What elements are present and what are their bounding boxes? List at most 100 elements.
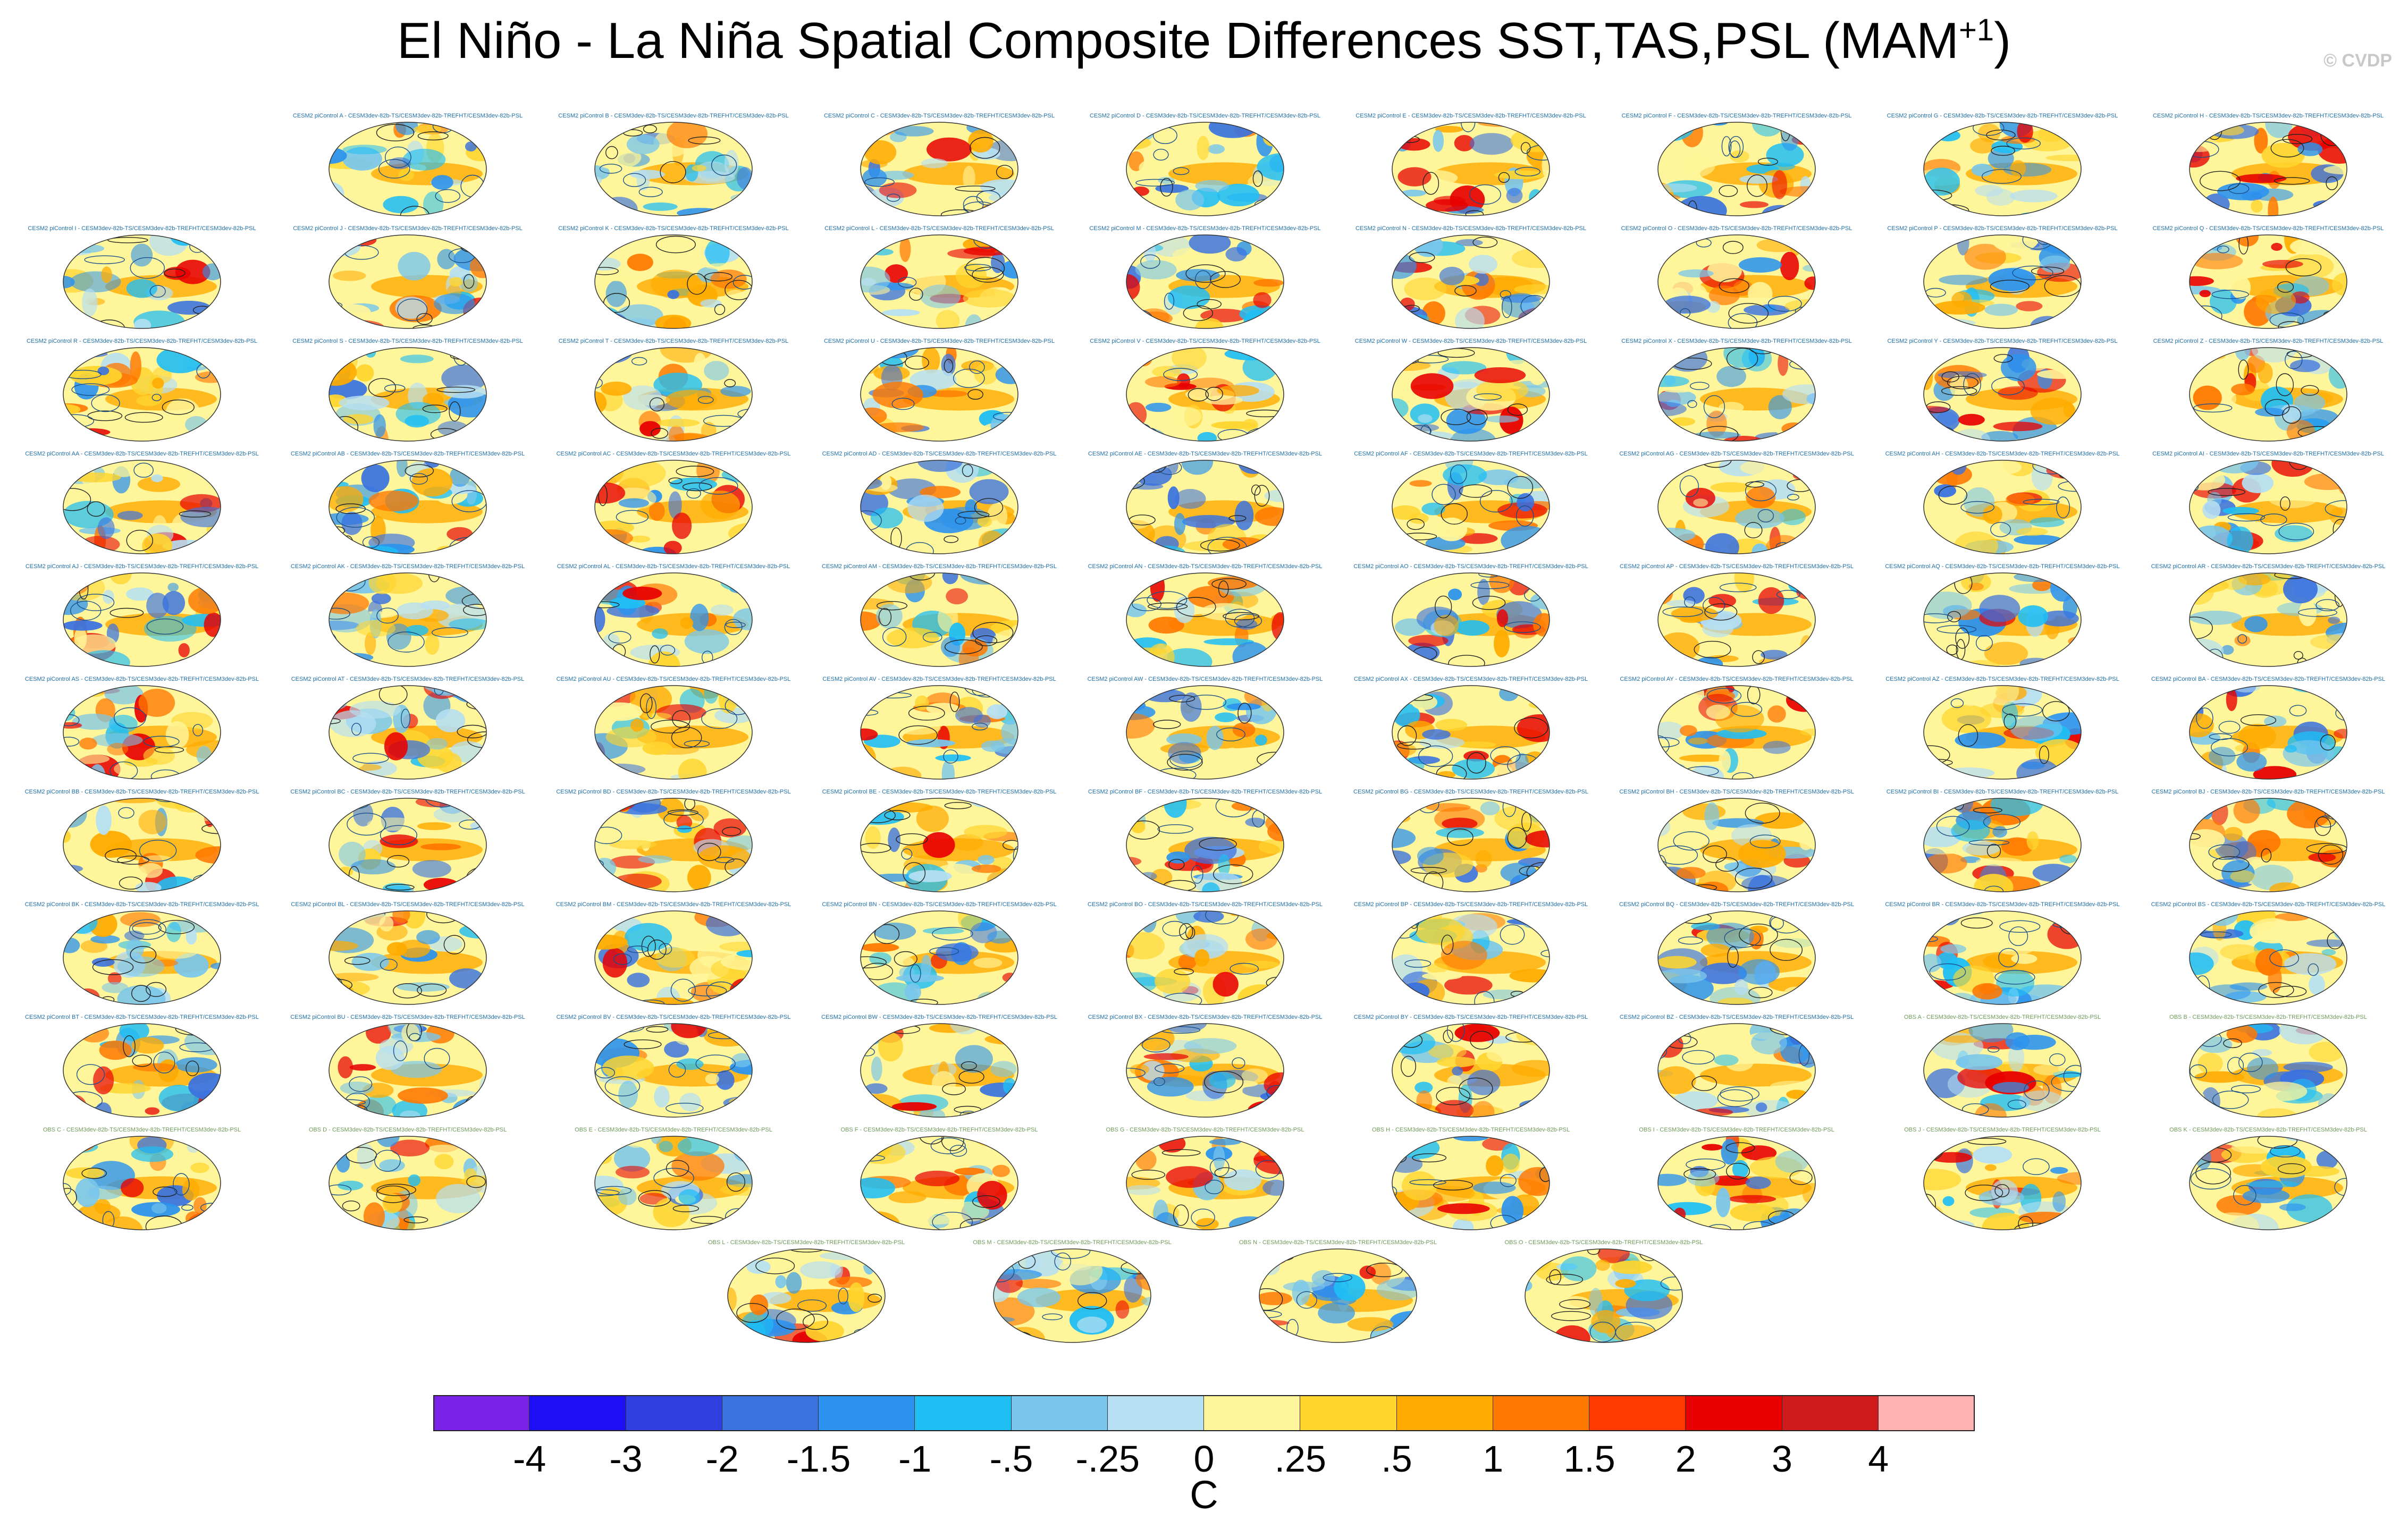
map-image bbox=[1126, 685, 1284, 780]
panel-label: CESM2 piControl U - CESM3dev-82b-TS/CESM… bbox=[823, 338, 1055, 344]
map-panel: CESM2 piControl C - CESM3dev-82b-TS/CESM… bbox=[806, 113, 1072, 224]
panel-label: OBS O - CESM3dev-82b-TS/CESM3dev-82b-TRE… bbox=[1504, 1239, 1703, 1246]
map-panel: CESM2 piControl Y - CESM3dev-82b-TS/CESM… bbox=[1870, 338, 2135, 450]
map-image bbox=[727, 1248, 886, 1343]
map-panel: CESM2 piControl AU - CESM3dev-82b-TS/CES… bbox=[541, 676, 806, 788]
colorbar-tick-label: -3 bbox=[609, 1438, 643, 1480]
panel-label: OBS K - CESM3dev-82b-TS/CESM3dev-82b-TRE… bbox=[2169, 1127, 2367, 1133]
map-panel: CESM2 piControl BH - CESM3dev-82b-TS/CES… bbox=[1604, 789, 1870, 900]
panel-label: CESM2 piControl BX - CESM3dev-82b-TS/CES… bbox=[1088, 1014, 1323, 1020]
panel-label: CESM2 piControl AX - CESM3dev-82b-TS/CES… bbox=[1353, 676, 1588, 682]
map-image bbox=[1657, 234, 1816, 329]
map-panel: CESM2 piControl R - CESM3dev-82b-TS/CESM… bbox=[9, 338, 275, 450]
colorbar-swatch bbox=[433, 1395, 530, 1431]
map-panel: CESM2 piControl BV - CESM3dev-82b-TS/CES… bbox=[541, 1014, 806, 1126]
panel-label: OBS D - CESM3dev-82b-TS/CESM3dev-82b-TRE… bbox=[308, 1127, 507, 1133]
panel-label: OBS H - CESM3dev-82b-TS/CESM3dev-82b-TRE… bbox=[1371, 1127, 1570, 1133]
colorbar-tick-label: -2 bbox=[705, 1438, 739, 1480]
map-image bbox=[1392, 122, 1550, 216]
map-image bbox=[860, 1136, 1018, 1230]
panel-label: CESM2 piControl O - CESM3dev-82b-TS/CESM… bbox=[1621, 225, 1853, 232]
map-panel: CESM2 piControl AQ - CESM3dev-82b-TS/CES… bbox=[1870, 563, 2135, 675]
panel-label: CESM2 piControl BY - CESM3dev-82b-TS/CES… bbox=[1353, 1014, 1588, 1020]
map-panel: CESM2 piControl AX - CESM3dev-82b-TS/CES… bbox=[1338, 676, 1604, 788]
panel-label: CESM2 piControl BD - CESM3dev-82b-TS/CES… bbox=[556, 789, 791, 795]
panel-label: OBS E - CESM3dev-82b-TS/CESM3dev-82b-TRE… bbox=[575, 1127, 772, 1133]
map-image bbox=[1126, 234, 1284, 329]
cvdp-watermark: © CVDP bbox=[2323, 50, 2392, 71]
map-image bbox=[63, 1136, 221, 1230]
map-image bbox=[1126, 1136, 1284, 1230]
map-image bbox=[1392, 1136, 1550, 1230]
map-panel: CESM2 piControl N - CESM3dev-82b-TS/CESM… bbox=[1338, 225, 1604, 337]
colorbar-tick-label: .5 bbox=[1381, 1438, 1412, 1480]
panel-label: CESM2 piControl AD - CESM3dev-82b-TS/CES… bbox=[822, 451, 1057, 457]
map-panel: CESM2 piControl K - CESM3dev-82b-TS/CESM… bbox=[541, 225, 806, 337]
map-image bbox=[63, 798, 221, 892]
map-panel: OBS C - CESM3dev-82b-TS/CESM3dev-82b-TRE… bbox=[9, 1127, 275, 1238]
panel-label: CESM2 piControl AS - CESM3dev-82b-TS/CES… bbox=[24, 676, 259, 682]
panel-label: CESM2 piControl AZ - CESM3dev-82b-TS/CES… bbox=[1885, 676, 2119, 682]
panel-label: OBS M - CESM3dev-82b-TS/CESM3dev-82b-TRE… bbox=[973, 1239, 1172, 1246]
panel-label: CESM2 piControl BT - CESM3dev-82b-TS/CES… bbox=[25, 1014, 259, 1020]
colorbar-swatch bbox=[1493, 1395, 1589, 1431]
panel-label: CESM2 piControl BR - CESM3dev-82b-TS/CES… bbox=[1885, 901, 2120, 908]
map-image bbox=[2189, 347, 2347, 442]
map-image bbox=[2189, 1136, 2347, 1230]
map-image bbox=[329, 572, 487, 667]
map-panel: OBS H - CESM3dev-82b-TS/CESM3dev-82b-TRE… bbox=[1338, 1127, 1604, 1238]
panel-label: CESM2 piControl AF - CESM3dev-82b-TS/CES… bbox=[1354, 451, 1588, 457]
panel-label: CESM2 piControl AO - CESM3dev-82b-TS/CES… bbox=[1353, 563, 1588, 570]
map-image bbox=[1392, 347, 1550, 442]
panel-label: CESM2 piControl AQ - CESM3dev-82b-TS/CES… bbox=[1885, 563, 2120, 570]
map-image bbox=[1525, 1248, 1683, 1343]
panel-label: CESM2 piControl F - CESM3dev-82b-TS/CESM… bbox=[1621, 113, 1852, 119]
map-image bbox=[594, 685, 753, 780]
map-panel: CESM2 piControl BA - CESM3dev-82b-TS/CES… bbox=[2135, 676, 2401, 788]
map-image bbox=[1126, 1023, 1284, 1118]
colorbar-frame bbox=[433, 1395, 1975, 1431]
panel-label: CESM2 piControl I - CESM3dev-82b-TS/CESM… bbox=[28, 225, 256, 232]
map-panel: CESM2 piControl Q - CESM3dev-82b-TS/CESM… bbox=[2135, 225, 2401, 337]
map-panel: CESM2 piControl AK - CESM3dev-82b-TS/CES… bbox=[275, 563, 541, 675]
map-image bbox=[2189, 1023, 2347, 1118]
map-panel: CESM2 piControl AD - CESM3dev-82b-TS/CES… bbox=[806, 451, 1072, 562]
map-panel: CESM2 piControl AI - CESM3dev-82b-TS/CES… bbox=[2135, 451, 2401, 562]
panel-label: CESM2 piControl BV - CESM3dev-82b-TS/CES… bbox=[556, 1014, 791, 1020]
map-panel: CESM2 piControl BO - CESM3dev-82b-TS/CES… bbox=[1072, 901, 1338, 1013]
colorbar-swatch bbox=[1396, 1395, 1493, 1431]
map-panel: CESM2 piControl BC - CESM3dev-82b-TS/CES… bbox=[275, 789, 541, 900]
map-image bbox=[594, 572, 753, 667]
map-panel: CESM2 piControl BD - CESM3dev-82b-TS/CES… bbox=[541, 789, 806, 900]
panel-label: CESM2 piControl J - CESM3dev-82b-TS/CESM… bbox=[293, 225, 523, 232]
map-image bbox=[594, 910, 753, 1005]
map-panel: CESM2 piControl B - CESM3dev-82b-TS/CESM… bbox=[541, 113, 806, 224]
map-panel: CESM2 piControl D - CESM3dev-82b-TS/CESM… bbox=[1072, 113, 1338, 224]
panel-label: CESM2 piControl BS - CESM3dev-82b-TS/CES… bbox=[2151, 901, 2386, 908]
panel-label: CESM2 piControl AT - CESM3dev-82b-TS/CES… bbox=[291, 676, 525, 682]
map-panel: CESM2 piControl BU - CESM3dev-82b-TS/CES… bbox=[275, 1014, 541, 1126]
colorbar-swatch bbox=[1011, 1395, 1108, 1431]
panel-label: CESM2 piControl AB - CESM3dev-82b-TS/CES… bbox=[290, 451, 525, 457]
panel-label: CESM2 piControl BE - CESM3dev-82b-TS/CES… bbox=[822, 789, 1057, 795]
panel-label: CESM2 piControl AA - CESM3dev-82b-TS/CES… bbox=[25, 451, 259, 457]
panel-label: CESM2 piControl BZ - CESM3dev-82b-TS/CES… bbox=[1619, 1014, 1854, 1020]
map-image bbox=[2189, 685, 2347, 780]
panel-label: OBS L - CESM3dev-82b-TS/CESM3dev-82b-TRE… bbox=[708, 1239, 905, 1246]
panel-label: CESM2 piControl Q - CESM3dev-82b-TS/CESM… bbox=[2152, 225, 2384, 232]
map-image bbox=[1259, 1248, 1417, 1343]
colorbar-swatch bbox=[1300, 1395, 1397, 1431]
map-panel: OBS E - CESM3dev-82b-TS/CESM3dev-82b-TRE… bbox=[541, 1127, 806, 1238]
map-panel: CESM2 piControl BS - CESM3dev-82b-TS/CES… bbox=[2135, 901, 2401, 1013]
map-image bbox=[860, 685, 1018, 780]
map-image bbox=[594, 798, 753, 892]
map-image bbox=[860, 347, 1018, 442]
panel-label: CESM2 piControl E - CESM3dev-82b-TS/CESM… bbox=[1355, 113, 1586, 119]
panel-label: CESM2 piControl T - CESM3dev-82b-TS/CESM… bbox=[558, 338, 789, 344]
map-panel: CESM2 piControl P - CESM3dev-82b-TS/CESM… bbox=[1870, 225, 2135, 337]
map-image bbox=[329, 910, 487, 1005]
colorbar-swatch bbox=[1686, 1395, 1782, 1431]
panel-label: CESM2 piControl L - CESM3dev-82b-TS/CESM… bbox=[824, 225, 1054, 232]
colorbar-swatch bbox=[1589, 1395, 1686, 1431]
colorbar-tick-label: -4 bbox=[513, 1438, 546, 1480]
